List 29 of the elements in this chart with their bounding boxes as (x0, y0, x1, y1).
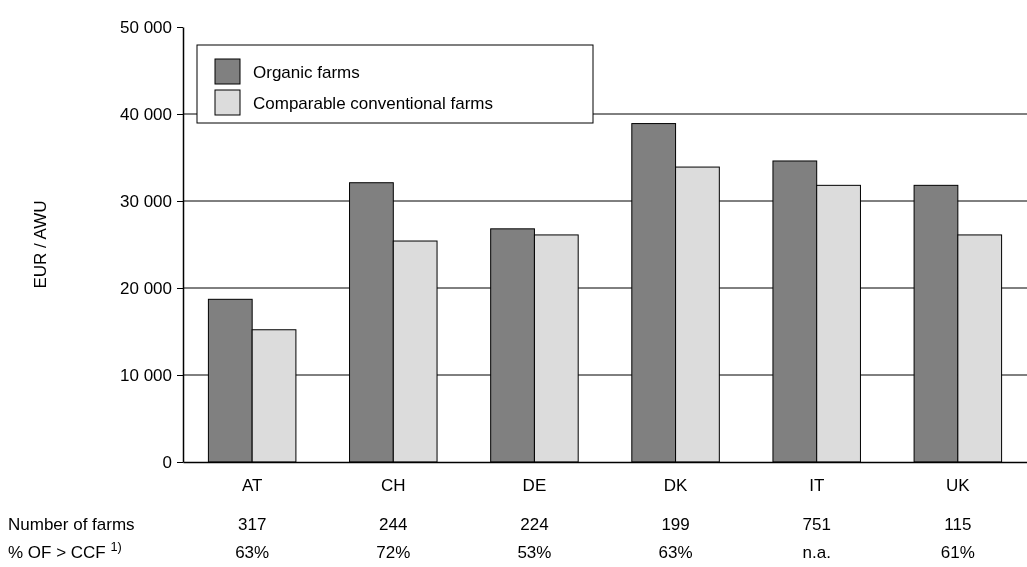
text: 244 (379, 515, 408, 534)
y-tick-label: 10 000 (120, 365, 172, 385)
text: 72% (376, 543, 411, 562)
y-tick-label: 30 000 (120, 191, 172, 211)
legend-label: Comparable conventional farms (253, 94, 494, 113)
x-tick-label: IT (809, 475, 825, 495)
y-axis-title: EUR / AWU (31, 200, 50, 289)
x-tick-label: UK (946, 475, 971, 495)
x-tick-label: DE (522, 475, 547, 495)
x-tick-label: AT (241, 475, 263, 495)
y-tick-label: 40 000 (120, 104, 172, 124)
text: Number of farms (8, 515, 135, 534)
y-tick-label: 0 (162, 452, 172, 472)
y-tick-label: 50 000 (120, 17, 172, 37)
text: n.a. (802, 543, 831, 562)
text: 53% (517, 543, 552, 562)
text: 61% (940, 543, 975, 562)
text: 317 (237, 515, 267, 534)
text: 224 (520, 515, 549, 534)
legend-label: Organic farms (253, 63, 360, 82)
text: 115 (944, 515, 972, 534)
x-tick-label: DK (663, 475, 689, 495)
y-tick-label: 20 000 (120, 278, 172, 298)
text: % OF > CCF $^{1)}$ (8, 538, 122, 562)
text: 199 (661, 515, 690, 534)
text: 63% (235, 543, 270, 562)
x-tick-label: CH (381, 475, 406, 495)
text: 63% (658, 543, 693, 562)
text: 751 (802, 515, 831, 534)
